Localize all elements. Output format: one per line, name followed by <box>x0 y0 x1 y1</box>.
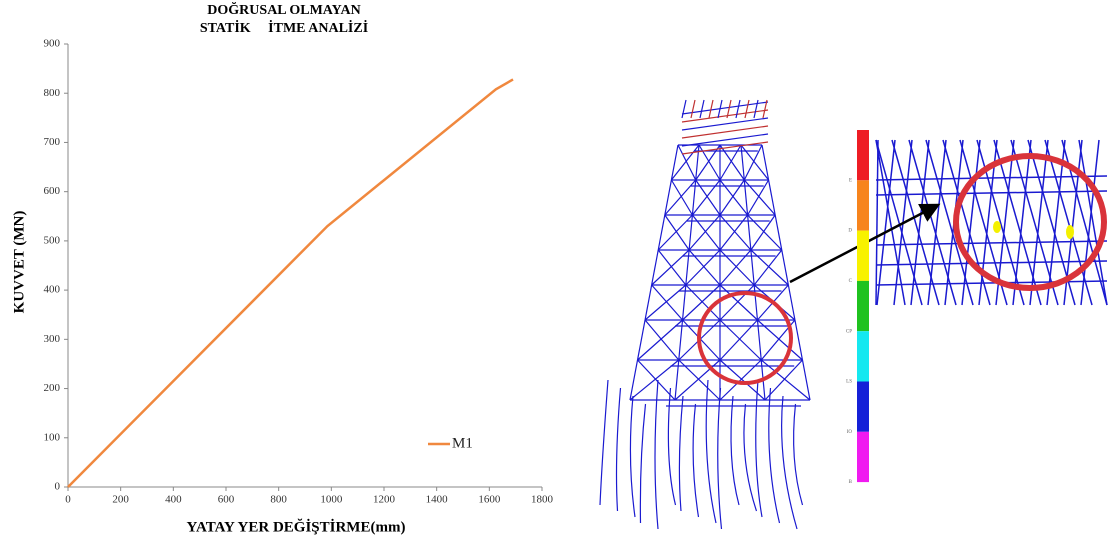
frame-member <box>645 320 679 360</box>
frame-member <box>696 145 699 180</box>
frame-member <box>671 145 678 180</box>
frame-member <box>741 145 744 180</box>
pile <box>600 380 608 505</box>
y-tick-label: 500 <box>44 234 61 246</box>
frame-member <box>709 100 713 118</box>
scale-segment <box>857 231 869 281</box>
frame-member <box>745 100 749 118</box>
frame-member <box>748 180 769 215</box>
frame-member <box>665 180 696 215</box>
scale-segment <box>857 130 869 180</box>
scale-label: CP <box>846 329 852 334</box>
frame-member <box>658 250 686 285</box>
y-tick-label: 900 <box>44 38 61 50</box>
x-tick-label: 1000 <box>320 494 343 506</box>
x-tick-label: 1200 <box>373 494 396 506</box>
pile <box>731 396 739 505</box>
x-axis-label: YATAY YER DEĞİŞTİRME(mm) <box>187 518 406 535</box>
x-tick-label: 1400 <box>426 494 449 506</box>
frame-member <box>682 100 686 118</box>
frame-member <box>630 360 679 400</box>
scale-segment <box>857 180 869 230</box>
x-tick-label: 600 <box>218 494 235 506</box>
frame-member <box>762 145 769 180</box>
performance-scale: E D C CP LS IO B <box>846 130 869 485</box>
pile <box>630 396 635 517</box>
frame-member <box>665 215 689 250</box>
frame-member <box>652 285 683 320</box>
pile <box>693 404 698 517</box>
frame-member <box>751 250 754 285</box>
pile <box>769 388 780 523</box>
y-tick-label: 100 <box>44 431 61 443</box>
y-tick-label: 200 <box>44 382 61 394</box>
frame-member <box>692 180 695 215</box>
x-tick-label: 1600 <box>478 494 501 506</box>
pile <box>794 404 803 505</box>
chart-title: STATİK İTME ANALİZİ <box>200 19 368 36</box>
frame-member <box>744 145 762 180</box>
x-tick-label: 400 <box>165 494 182 506</box>
y-tick-label: 0 <box>55 481 61 493</box>
frame-member <box>689 215 692 250</box>
frame-member <box>748 215 751 250</box>
frame-member <box>754 100 758 118</box>
series-line <box>68 79 513 487</box>
frame-member <box>754 285 757 320</box>
pile <box>640 404 645 523</box>
scale-label: D <box>848 229 852 234</box>
y-axis-label: KUVVET (MN) <box>11 211 27 314</box>
page: DOĞRUSAL OLMAYAN STATİK İTME ANALİZİ YAT… <box>0 0 1112 544</box>
frame-member <box>686 250 689 285</box>
frame-member <box>671 180 692 215</box>
y-tick-label: 300 <box>44 333 61 345</box>
x-tick-label: 0 <box>65 494 71 506</box>
frame-member <box>638 360 675 400</box>
frame-member <box>744 180 747 215</box>
y-tick-label: 700 <box>44 136 61 148</box>
frame-member <box>678 145 696 180</box>
hinge <box>993 221 1001 233</box>
hinge <box>1066 225 1074 239</box>
y-tick-label: 600 <box>44 185 61 197</box>
frame-member <box>671 145 699 180</box>
y-tick-label: 800 <box>44 87 61 99</box>
pile <box>718 388 722 529</box>
scale-segment <box>857 281 869 331</box>
pile <box>655 380 658 529</box>
frame-member <box>700 100 704 118</box>
frame-member <box>736 100 740 118</box>
frame-member <box>751 215 775 250</box>
frame-member <box>754 250 782 285</box>
zoom-inset <box>875 140 1108 305</box>
frame-member <box>741 145 769 180</box>
frame-member <box>691 100 695 118</box>
x-tick-label: 200 <box>112 494 129 506</box>
frame-member <box>744 180 775 215</box>
y-tick-label: 400 <box>44 284 61 296</box>
frame-member <box>683 285 686 320</box>
scale-segment <box>857 432 869 482</box>
pile <box>706 380 716 523</box>
scale-label: IO <box>847 430 853 435</box>
chart-title: DOĞRUSAL OLMAYAN <box>207 1 360 18</box>
scale-label: C <box>849 279 853 284</box>
scale-segment <box>857 382 869 432</box>
pile <box>744 404 757 511</box>
legend-label: M1 <box>452 435 473 451</box>
scale-segment <box>857 331 869 381</box>
frame-member <box>769 180 776 215</box>
frame-member <box>665 180 672 215</box>
scale-label: B <box>849 480 853 485</box>
x-tick-label: 1800 <box>531 494 554 506</box>
scale-label: E <box>849 178 852 183</box>
scale-label: LS <box>846 380 852 385</box>
pile <box>617 388 621 511</box>
pile <box>679 396 683 511</box>
x-tick-label: 800 <box>270 494 287 506</box>
